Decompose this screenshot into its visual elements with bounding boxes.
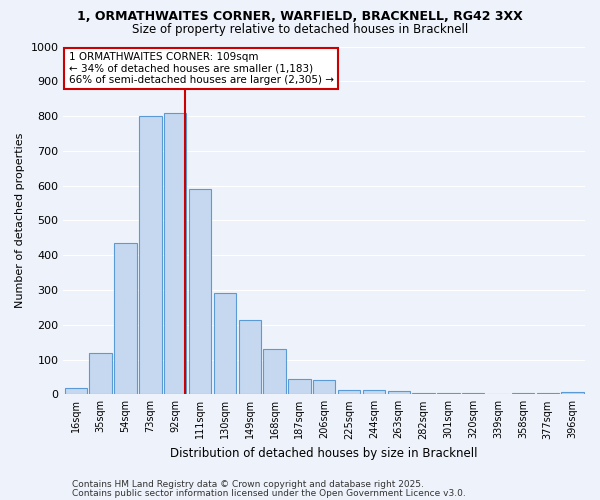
Bar <box>139 116 161 394</box>
Bar <box>313 380 335 394</box>
Bar <box>437 392 460 394</box>
Bar <box>164 112 187 394</box>
X-axis label: Distribution of detached houses by size in Bracknell: Distribution of detached houses by size … <box>170 447 478 460</box>
Bar <box>363 390 385 394</box>
Bar <box>214 294 236 394</box>
Bar <box>115 243 137 394</box>
Text: Size of property relative to detached houses in Bracknell: Size of property relative to detached ho… <box>132 22 468 36</box>
Y-axis label: Number of detached properties: Number of detached properties <box>15 132 25 308</box>
Bar <box>536 392 559 394</box>
Bar <box>189 189 211 394</box>
Bar <box>512 392 534 394</box>
Bar <box>338 390 360 394</box>
Bar <box>412 392 435 394</box>
Bar <box>239 320 261 394</box>
Text: Contains HM Land Registry data © Crown copyright and database right 2025.: Contains HM Land Registry data © Crown c… <box>72 480 424 489</box>
Bar <box>89 352 112 395</box>
Bar <box>388 391 410 394</box>
Text: Contains public sector information licensed under the Open Government Licence v3: Contains public sector information licen… <box>72 488 466 498</box>
Bar <box>462 392 484 394</box>
Bar <box>562 392 584 394</box>
Bar <box>263 349 286 395</box>
Bar <box>65 388 87 394</box>
Bar <box>288 380 311 394</box>
Text: 1, ORMATHWAITES CORNER, WARFIELD, BRACKNELL, RG42 3XX: 1, ORMATHWAITES CORNER, WARFIELD, BRACKN… <box>77 10 523 23</box>
Text: 1 ORMATHWAITES CORNER: 109sqm
← 34% of detached houses are smaller (1,183)
66% o: 1 ORMATHWAITES CORNER: 109sqm ← 34% of d… <box>68 52 334 85</box>
